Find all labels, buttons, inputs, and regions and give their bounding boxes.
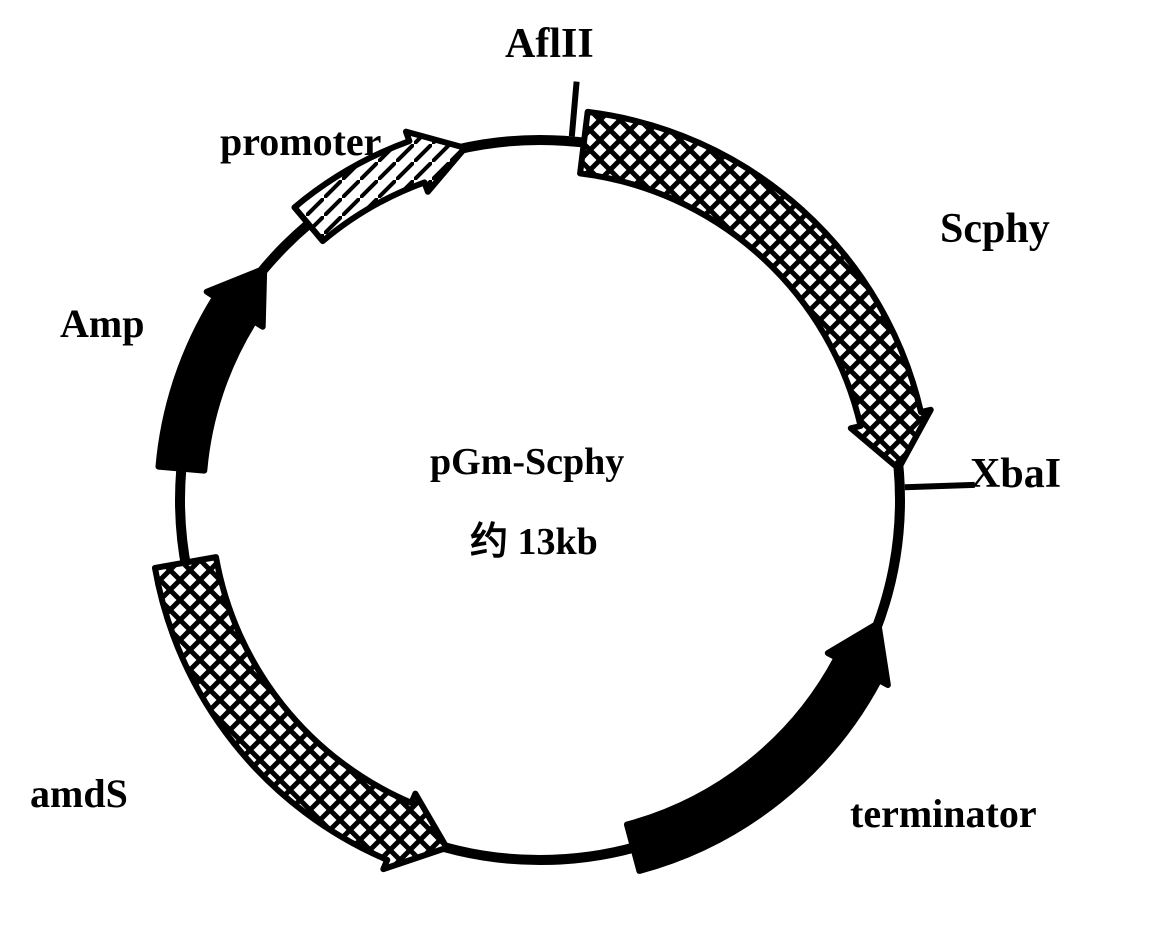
plasmid-size: 约 13kb [470, 510, 598, 565]
feature-terminator [627, 623, 888, 871]
label-aflII: AflII [505, 20, 594, 68]
site-tick-aflII [572, 82, 577, 137]
feature-amds [155, 557, 447, 869]
label-terminator: terminator [850, 790, 1037, 837]
label-xbai: XbaI [970, 450, 1061, 498]
label-scphy: Scphy [940, 205, 1050, 253]
feature-scphy [580, 112, 931, 469]
label-amp: Amp [60, 300, 144, 347]
label-amds: amdS [30, 770, 128, 817]
feature-amp [158, 269, 264, 471]
plasmid-map: pGm-Scphy 约 13kb Scphy terminator amdS A… [0, 0, 1161, 950]
plasmid-name: pGm-Scphy [430, 440, 624, 484]
label-promoter: promoter [220, 118, 381, 165]
site-tick-xbai [905, 485, 975, 487]
